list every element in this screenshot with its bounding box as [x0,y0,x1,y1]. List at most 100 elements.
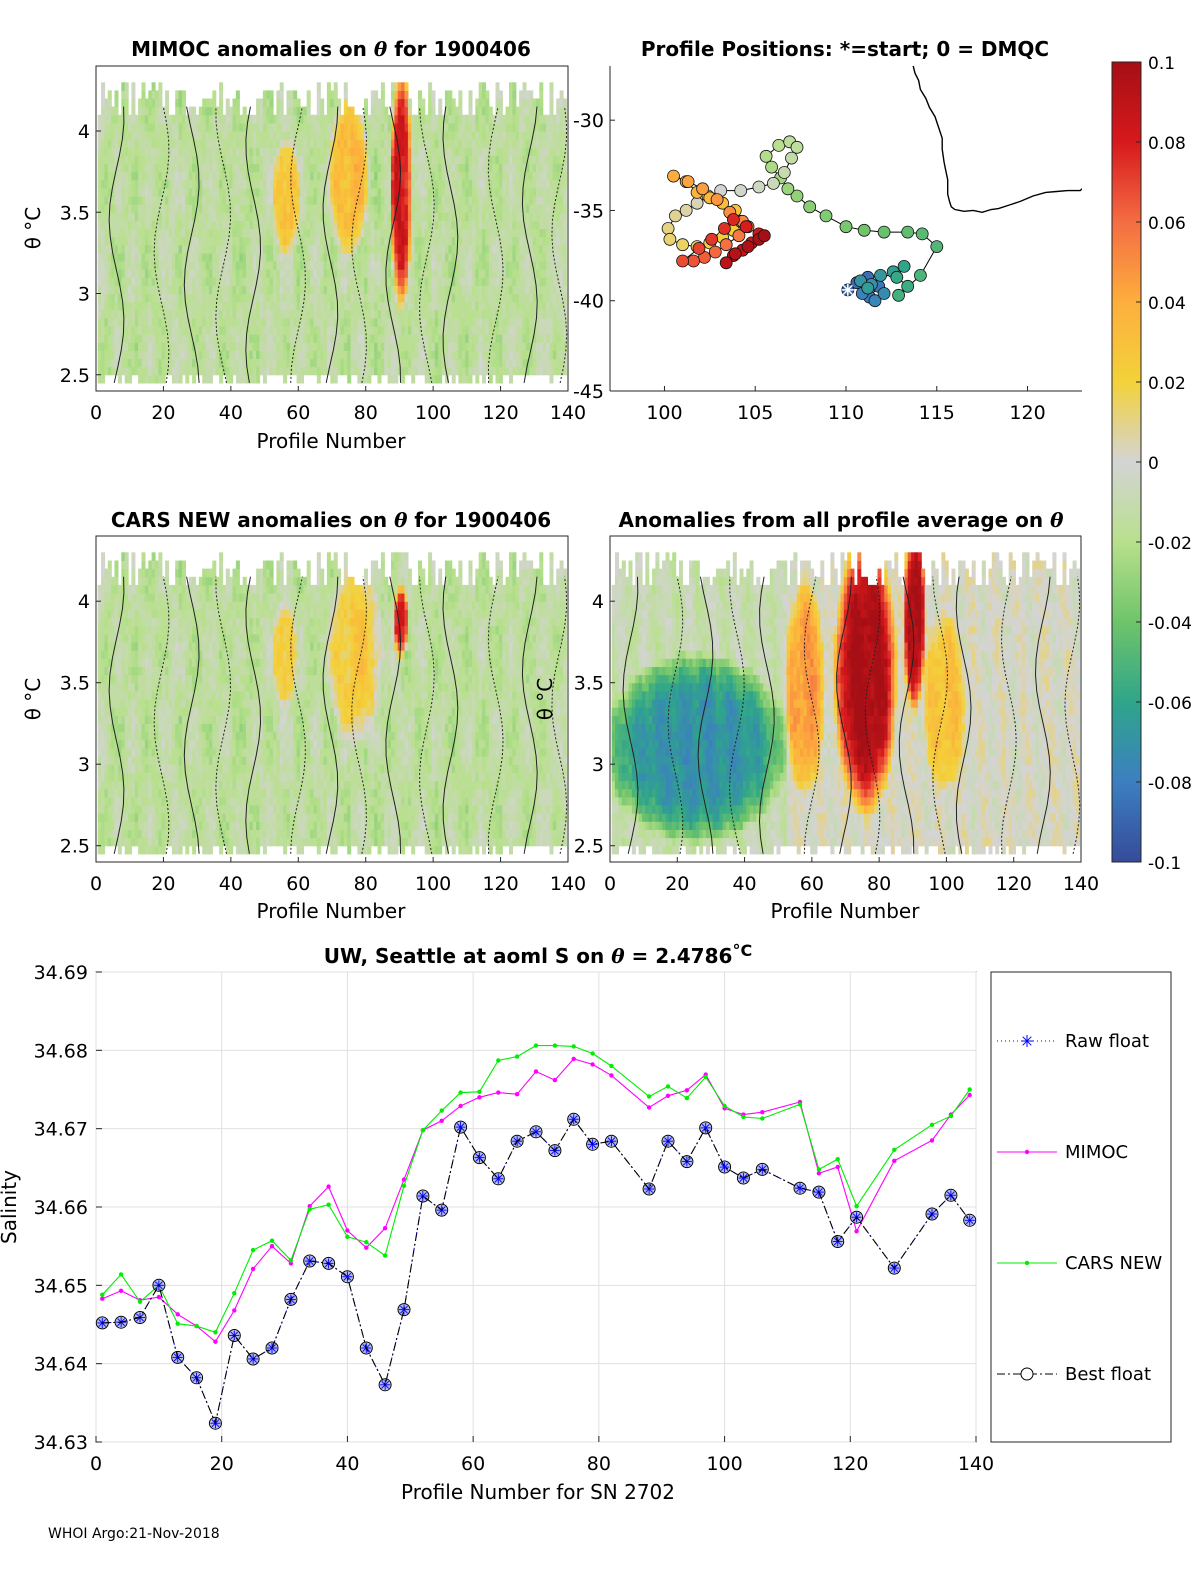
heatmap-cell [468,147,473,156]
heatmap-cell [252,212,257,221]
heatmap-cell [502,301,507,311]
heatmap-cell [509,326,513,335]
heatmap-cell [482,374,486,384]
heatmap-cell [515,187,520,197]
heatmap-cell [313,269,318,278]
heatmap-cell [97,269,102,278]
heatmap-cell [182,98,186,108]
heatmap-cell [401,301,406,311]
heatmap-cell [195,131,200,140]
heatmap-cell [333,277,338,286]
heatmap-cell [509,228,513,238]
heatmap-cell [330,228,335,238]
heatmap-cell [219,366,224,376]
heatmap-cell [546,317,551,327]
heatmap-cell [431,342,436,351]
heatmap-cell [168,277,173,286]
heatmap-cell [306,196,311,205]
heatmap-cell [117,220,122,230]
heatmap-cell [158,261,163,270]
heatmap-cell [171,122,176,132]
heatmap-cell [205,309,210,319]
heatmap-cell [498,334,503,343]
heatmap-cell [320,220,325,230]
heatmap-cell [353,358,358,368]
heatmap-cell [337,244,342,254]
heatmap-cell [370,106,375,116]
heatmap-cell [404,131,409,140]
heatmap-cell [529,98,534,108]
heatmap-cell [451,317,456,327]
heatmap-cell [205,196,210,205]
heatmap-cell [347,187,352,197]
heatmap-cell [101,642,106,651]
heatmap-cell [519,98,524,108]
heatmap-cell [326,252,331,262]
heatmap-cell [559,244,564,254]
heatmap-cell [495,342,500,351]
heatmap-cell [509,342,513,351]
heatmap-cell [532,187,537,197]
heatmap-cell [549,147,554,156]
heatmap-cell [471,334,476,343]
heatmap-cell [279,131,284,140]
heatmap-cell [313,326,318,335]
heatmap-cell [502,204,507,213]
heatmap-cell [340,366,345,376]
heatmap-cell [384,131,389,140]
heatmap-cell [360,244,365,254]
heatmap-cell [242,236,247,246]
heatmap-cell [138,228,143,238]
heatmap-cell [387,196,392,205]
heatmap-cell [185,236,190,246]
heatmap-cell [360,139,365,148]
heatmap-cell [229,334,234,343]
heatmap-cell [175,187,180,197]
heatmap-cell [546,350,551,360]
heatmap-cell [185,366,190,376]
heatmap-cell [451,261,456,270]
heatmap-cell [562,326,567,335]
heatmap-cell [155,122,159,132]
heatmap-cell [222,236,227,246]
heatmap-cell [492,252,497,262]
heatmap-cell [225,220,230,230]
heatmap-cell [148,155,153,165]
heatmap-cell [320,269,325,278]
heatmap-cell [232,334,237,343]
heatmap-cell [475,358,480,368]
heatmap-cell [364,261,368,270]
heatmap-cell [171,301,176,311]
heatmap-cell [374,293,379,303]
heatmap-cell [296,261,301,270]
heatmap-cell [273,212,277,221]
heatmap-cell [444,171,449,181]
heatmap-cell [208,236,213,246]
heatmap-cell [542,342,547,351]
heatmap-cell [202,204,207,213]
heatmap-cell [509,122,513,132]
heatmap-cell [107,187,112,197]
heatmap-cell [316,147,321,156]
heatmap-cell [411,204,416,213]
heatmap-cell [161,155,166,165]
heatmap-cell [492,179,497,189]
heatmap-cell [306,220,311,230]
heatmap-cell [350,139,355,148]
heatmap-cell [418,244,422,254]
heatmap-cell [121,293,126,303]
heatmap-cell [448,244,453,254]
heatmap-cell [478,334,483,343]
heatmap-cell [124,212,129,221]
heatmap-cell [532,317,537,327]
contour-line [351,106,368,383]
heatmap-cell [128,131,132,140]
heatmap-cell [306,342,311,351]
heatmap-cell [117,317,122,327]
heatmap-cell [441,220,446,230]
heatmap-cell [391,82,395,91]
heatmap-cell [158,350,163,360]
heatmap-cell [296,269,301,278]
heatmap-cell [131,261,136,270]
heatmap-cell [256,277,261,286]
